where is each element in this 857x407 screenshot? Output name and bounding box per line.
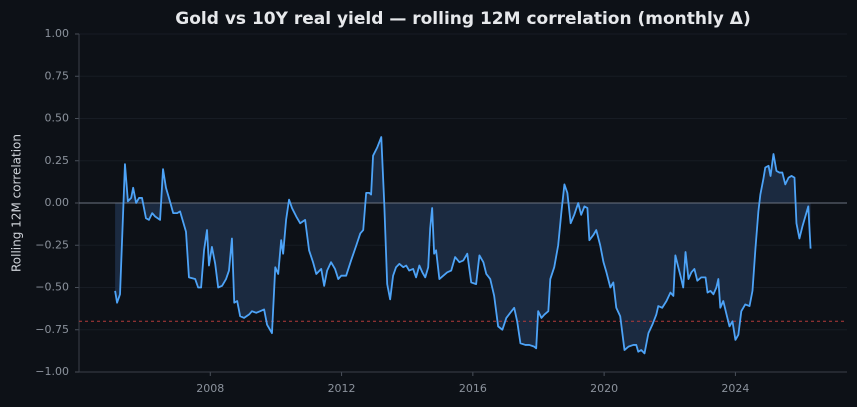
- y-tick-label: 0.25: [45, 154, 70, 167]
- y-tick-label: −0.75: [35, 323, 69, 336]
- y-axis-label: Rolling 12M correlation: [10, 134, 24, 272]
- y-tick-label: 0.50: [45, 112, 70, 125]
- y-tick-label: 0.00: [45, 196, 70, 209]
- x-tick-label: 2024: [721, 382, 749, 395]
- y-tick-label: 0.75: [45, 69, 70, 82]
- area-fill: [115, 137, 811, 354]
- data-line: [114, 136, 812, 355]
- y-tick-label: 1.00: [45, 27, 70, 40]
- y-tick-label: −1.00: [35, 365, 69, 378]
- x-tick-label: 2012: [328, 382, 356, 395]
- chart-title: Gold vs 10Y real yield — rolling 12M cor…: [175, 9, 750, 29]
- x-tick-label: 2008: [196, 382, 224, 395]
- x-tick-label: 2016: [459, 382, 487, 395]
- x-tick-label: 2020: [590, 382, 618, 395]
- y-tick-label: −0.50: [35, 281, 69, 294]
- y-tick-label: −0.25: [35, 238, 69, 251]
